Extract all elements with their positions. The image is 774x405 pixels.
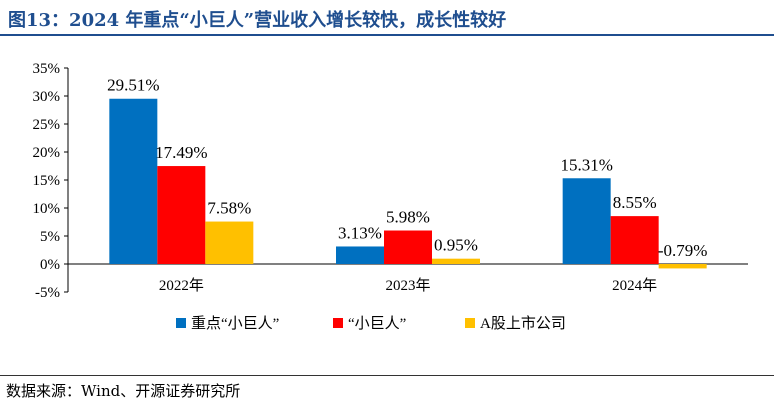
chart-legend: 重点“小巨人” “小巨人” A股上市公司 — [176, 315, 566, 332]
data-label: 8.55% — [613, 193, 657, 212]
y-tick-label: 5% — [40, 229, 60, 245]
bar-chart: 35% 30% 25% 20% 15% 10% 5% 0% -5% 2022年 2023年 2024年… — [33, 61, 748, 332]
y-tick-label: 25% — [33, 117, 61, 133]
x-tick-label: 2022年 — [159, 277, 204, 294]
legend-label: “小巨人” — [348, 315, 406, 332]
data-label: 15.31% — [560, 155, 612, 174]
data-label: 7.58% — [207, 199, 251, 218]
data-label: 5.98% — [386, 208, 430, 227]
y-tick-label: 10% — [33, 201, 61, 217]
data-label: 0.95% — [434, 236, 478, 255]
bar — [658, 264, 707, 269]
y-tick-label: 35% — [33, 61, 61, 77]
y-tick-label: 0% — [40, 257, 60, 273]
legend-swatch — [176, 318, 186, 328]
footer-divider — [0, 375, 774, 376]
header: 图13：2024 年重点“小巨人”营业收入增长较快，成长性较好 — [0, 0, 774, 40]
x-tick-label: 2023年 — [385, 277, 430, 294]
y-tick-label: -5% — [35, 285, 60, 301]
legend-swatch — [465, 318, 475, 328]
y-tick-label: 30% — [33, 89, 61, 105]
legend-swatch — [333, 318, 343, 328]
chart-axes: 35% 30% 25% 20% 15% 10% 5% 0% -5% 2022年 2023年 2024年 — [33, 61, 748, 301]
y-tick-label: 20% — [33, 145, 61, 161]
legend-label: 重点“小巨人” — [191, 315, 279, 332]
x-tick-label: 2024年 — [612, 277, 657, 294]
chart-data-labels: 29.51% 17.49% 7.58% 3.13%5.98%0.95% 15.31%8.… — [107, 76, 707, 260]
title-divider — [0, 34, 774, 36]
bar — [432, 258, 480, 264]
bar — [610, 216, 659, 264]
bar — [336, 246, 384, 264]
data-label: 17.49% — [155, 143, 207, 162]
bar — [109, 98, 158, 264]
chart-bars — [109, 98, 707, 269]
bar — [157, 166, 206, 264]
data-label: 29.51% — [107, 76, 159, 95]
legend-label: A股上市公司 — [480, 315, 566, 332]
data-label: -0.79% — [658, 241, 708, 260]
y-tick-label: 15% — [33, 173, 61, 189]
bar — [384, 230, 432, 264]
data-label: 3.13% — [338, 223, 382, 242]
bar — [562, 178, 611, 264]
chart-title: 图13：2024 年重点“小巨人”营业收入增长较快，成长性较好 — [8, 10, 507, 31]
source-note: 数据来源：Wind、开源证券研究所 — [6, 382, 241, 400]
bar — [205, 221, 254, 264]
